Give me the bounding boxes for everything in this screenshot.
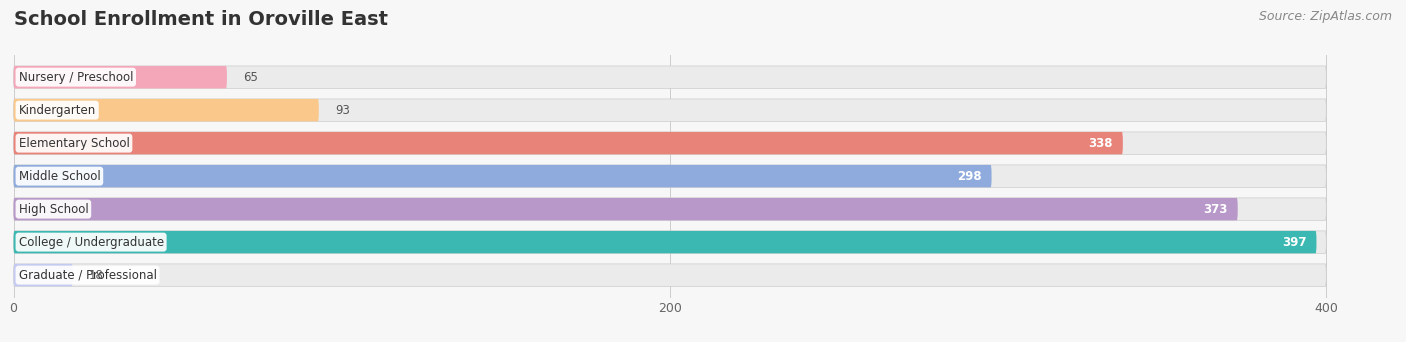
Text: Source: ZipAtlas.com: Source: ZipAtlas.com [1258,10,1392,23]
FancyBboxPatch shape [14,198,1237,220]
Text: Elementary School: Elementary School [18,137,129,150]
FancyBboxPatch shape [14,132,1123,154]
FancyBboxPatch shape [14,264,73,286]
Text: 18: 18 [89,268,104,281]
FancyBboxPatch shape [14,264,1326,286]
FancyBboxPatch shape [14,132,1326,154]
Text: Kindergarten: Kindergarten [18,104,96,117]
Text: 338: 338 [1088,137,1114,150]
Text: 93: 93 [335,104,350,117]
Text: College / Undergraduate: College / Undergraduate [18,236,163,249]
FancyBboxPatch shape [14,66,1326,88]
Text: 397: 397 [1282,236,1306,249]
Text: Middle School: Middle School [18,170,100,183]
Text: 373: 373 [1204,202,1227,215]
Text: 298: 298 [957,170,981,183]
FancyBboxPatch shape [14,198,1326,220]
FancyBboxPatch shape [14,66,226,88]
FancyBboxPatch shape [14,231,1326,253]
FancyBboxPatch shape [14,99,1326,121]
FancyBboxPatch shape [14,231,1316,253]
Text: High School: High School [18,202,89,215]
FancyBboxPatch shape [14,165,1326,187]
Text: Nursery / Preschool: Nursery / Preschool [18,71,134,84]
Text: Graduate / Professional: Graduate / Professional [18,268,156,281]
FancyBboxPatch shape [14,99,319,121]
Text: School Enrollment in Oroville East: School Enrollment in Oroville East [14,10,388,29]
FancyBboxPatch shape [14,165,991,187]
Text: 65: 65 [243,71,259,84]
